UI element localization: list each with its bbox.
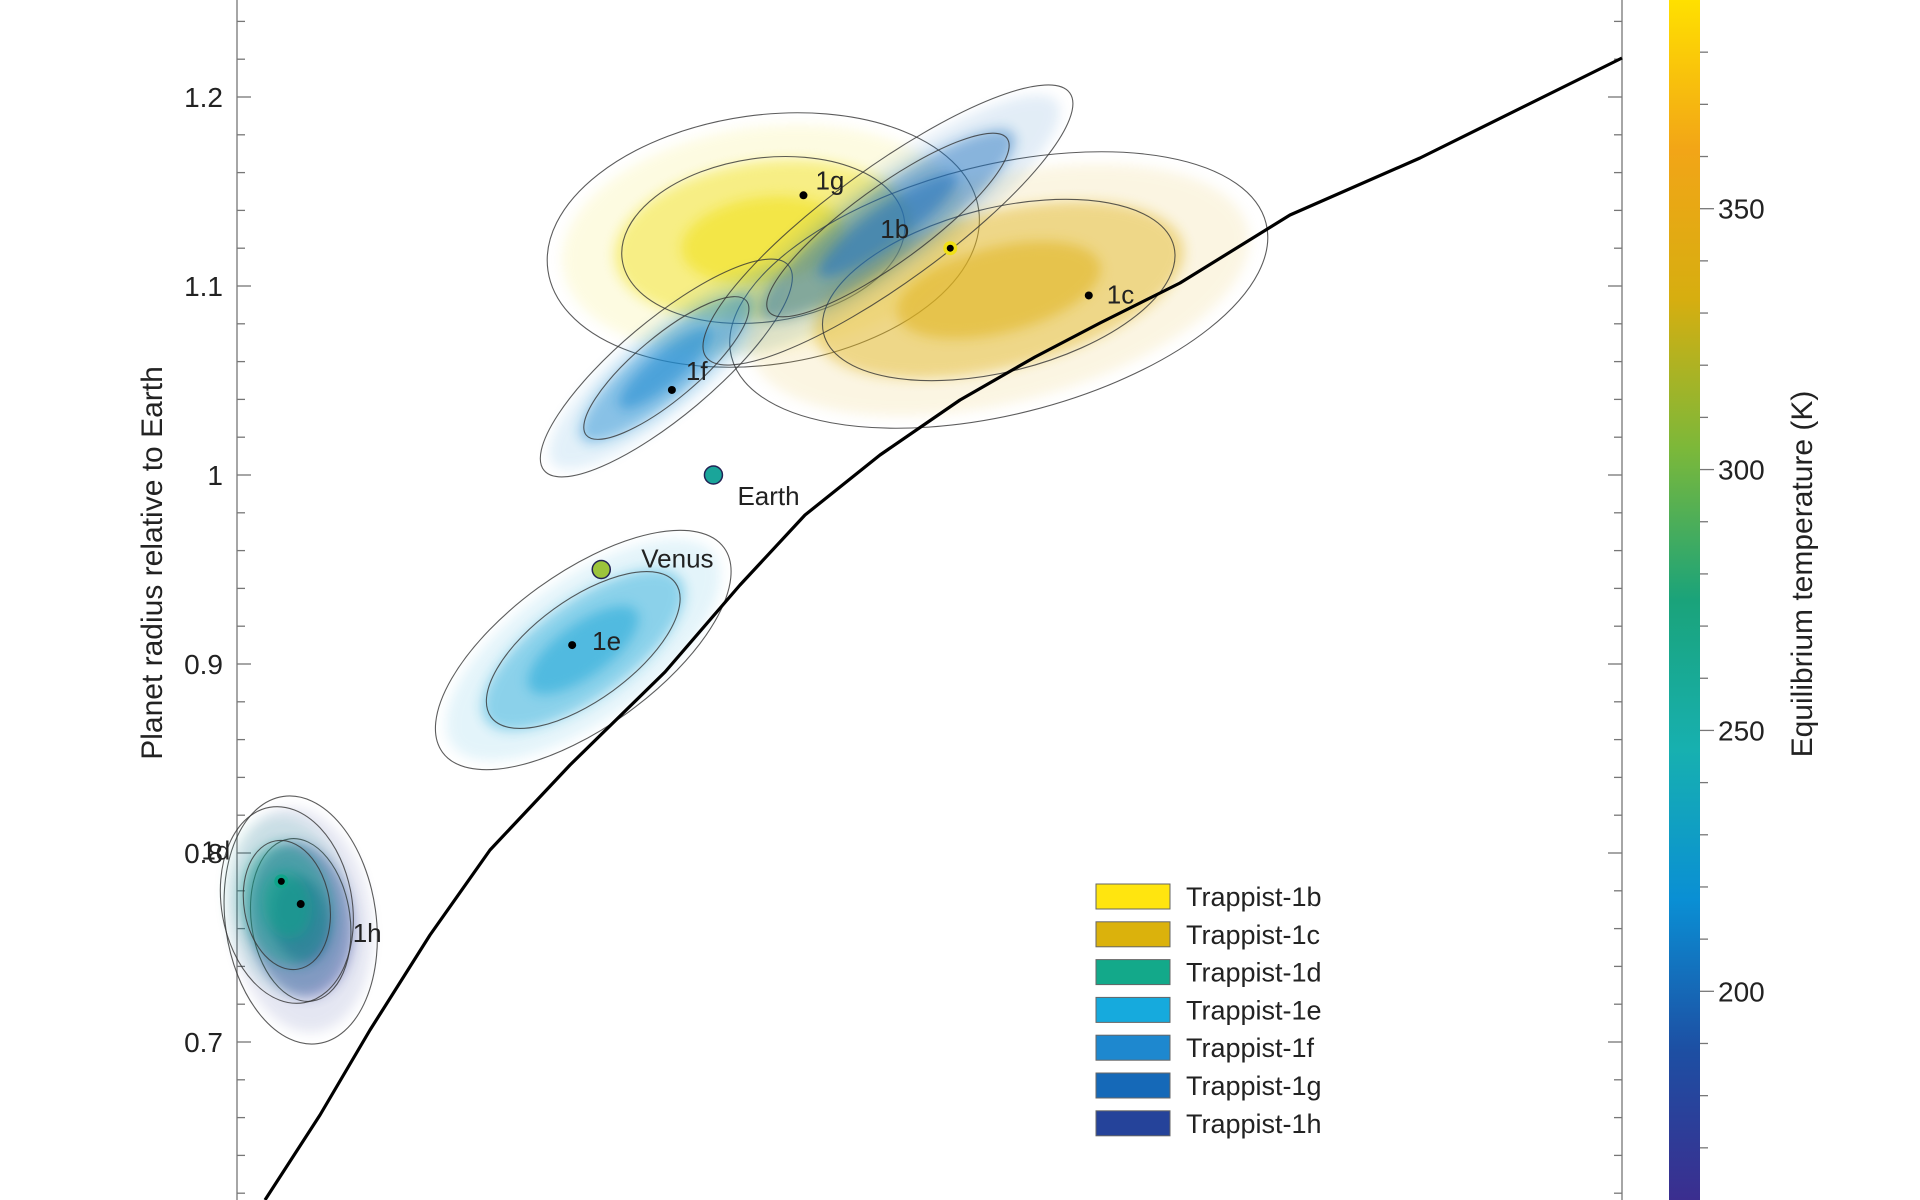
colorbar-tick-label: 250	[1718, 715, 1765, 746]
contour-inner	[766, 132, 1010, 318]
planet-marker-1c	[1084, 291, 1093, 300]
cloud-1g	[702, 84, 1074, 366]
planet-label-1b: 1b	[880, 214, 909, 244]
reference-marker-earth	[703, 465, 724, 485]
y-tick-label: 0.9	[184, 649, 223, 680]
cloud-core	[527, 605, 639, 695]
colorbar-title: Equilibrium temperature (K)	[1786, 391, 1819, 758]
planet-label-1c: 1c	[1107, 279, 1134, 309]
contour-outer	[434, 529, 732, 771]
legend-label: Trappist-1g	[1186, 1071, 1322, 1101]
planet-marker-1g	[799, 191, 808, 200]
reference-marker-venus	[591, 559, 612, 580]
legend-label: Trappist-1e	[1186, 995, 1322, 1025]
planet-center-1d	[277, 877, 285, 885]
colorbar-tick-label: 300	[1718, 455, 1765, 486]
legend-swatch	[1095, 883, 1171, 910]
legend-swatch	[1095, 1110, 1171, 1137]
planet-label-1h: 1h	[353, 918, 382, 948]
reference-label-earth: Earth	[737, 481, 799, 511]
planet-label-1e: 1e	[592, 626, 621, 656]
legend-swatch	[1095, 1034, 1171, 1061]
cloud-1e	[434, 529, 732, 771]
reference-label-venus: Venus	[641, 544, 713, 574]
legend-swatch	[1095, 921, 1171, 948]
colorbar	[1669, 0, 1700, 1200]
contour-outer	[702, 84, 1074, 366]
legend-label: Trappist-1d	[1186, 958, 1322, 988]
contour-inner	[485, 571, 681, 729]
planet-label-1g: 1g	[815, 165, 844, 195]
legend-swatch	[1095, 959, 1171, 986]
planet-marker-1f	[667, 385, 676, 394]
legend-label: Trappist-1h	[1186, 1109, 1322, 1139]
cloud-core	[261, 871, 312, 939]
planet-center-1b	[946, 244, 954, 252]
y-tick-label: 1	[207, 460, 223, 491]
legend-label: Trappist-1c	[1186, 920, 1320, 950]
legend-swatch	[1095, 996, 1171, 1023]
y-tick-label: 1.2	[184, 82, 223, 113]
y-tick-label: 0.7	[184, 1027, 223, 1058]
planet-label-1d: 1d	[201, 835, 230, 865]
cloud-core	[818, 172, 958, 278]
mass-radius-curve	[263, 56, 1623, 1200]
legend-label: Trappist-1b	[1186, 882, 1322, 912]
y-tick-label: 1.1	[184, 271, 223, 302]
legend-swatch	[1095, 1072, 1171, 1099]
colorbar-tick-label: 200	[1718, 976, 1765, 1007]
contour-outer	[219, 806, 354, 1004]
colorbar-tick-label: 350	[1718, 194, 1765, 225]
legend-label: Trappist-1f	[1186, 1033, 1315, 1063]
y-tick-label: 0.8	[184, 838, 223, 869]
cloud-core	[896, 241, 1101, 339]
planet-marker-1e	[568, 641, 577, 650]
cloud-1d	[219, 806, 354, 1004]
planet-label-1f: 1f	[686, 356, 708, 386]
cloud-core	[618, 327, 714, 409]
y-axis-title: Planet radius relative to Earth	[136, 366, 169, 760]
contour-inner	[242, 839, 332, 971]
planet-marker-1h	[296, 900, 305, 909]
